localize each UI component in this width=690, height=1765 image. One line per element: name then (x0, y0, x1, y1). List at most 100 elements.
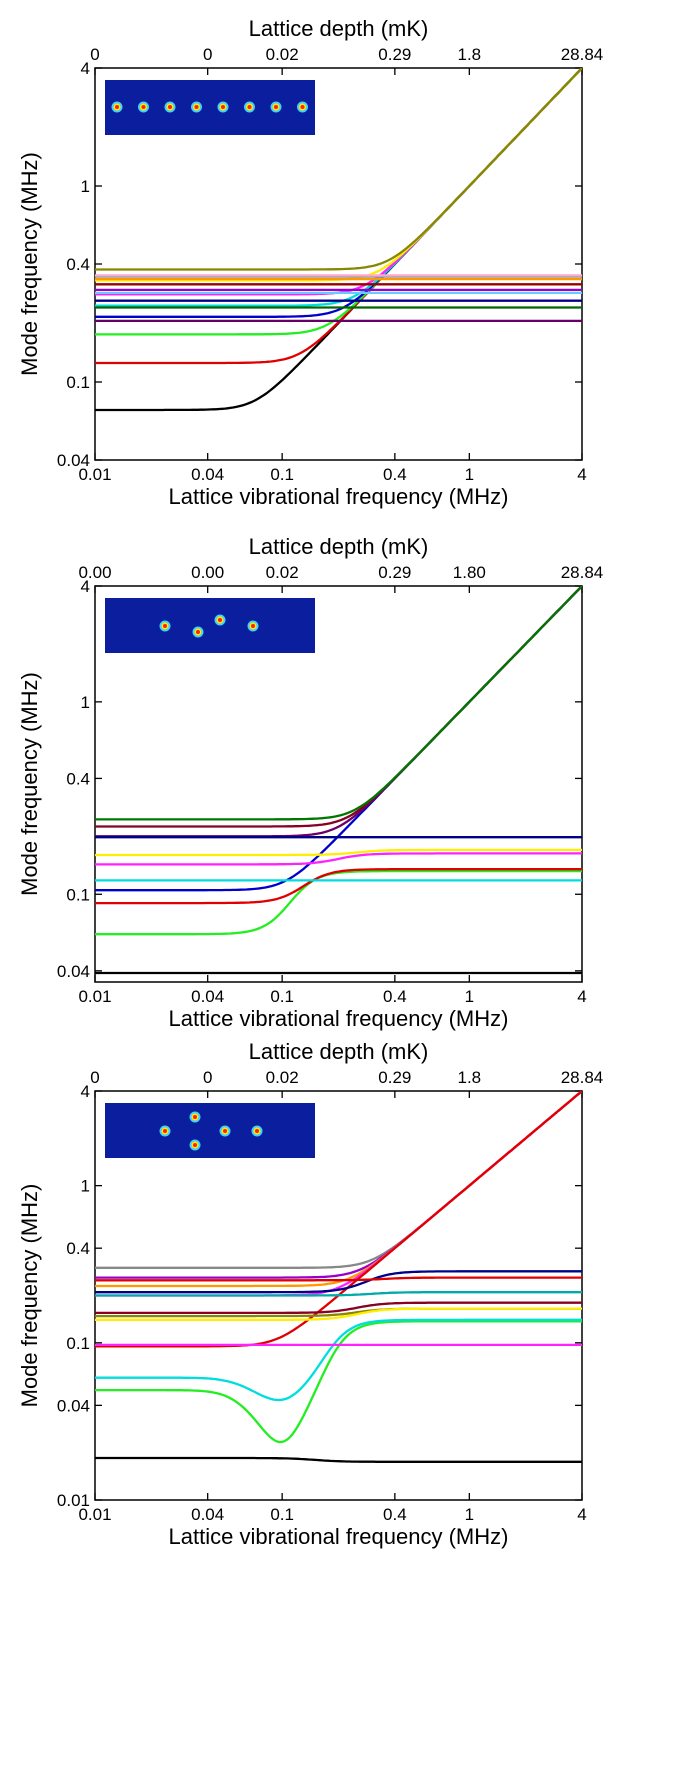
ion-spot-center (221, 105, 225, 109)
mode-curve-8 (95, 1291, 582, 1297)
ion-spot-center (193, 1143, 197, 1147)
top-tick-label: 0.00 (78, 563, 111, 582)
mode-curve-6 (95, 869, 582, 936)
y-tick-label: 0.4 (66, 255, 90, 274)
y-axis-label: Mode frequency (MHz) (17, 152, 42, 376)
series-lines (95, 68, 582, 412)
mode-curve-11 (95, 1307, 582, 1321)
x-tick-label: 0.04 (191, 987, 224, 1006)
mode-curve-4 (95, 586, 582, 821)
ion-spot-center (255, 1129, 259, 1133)
mode-curve-10 (95, 848, 582, 857)
y-tick-label: 4 (81, 577, 90, 596)
x-axis-label: Lattice vibrational frequency (MHz) (169, 1006, 509, 1031)
ion-spot-center (196, 630, 200, 634)
top-tick-label: 28.84 (561, 1068, 604, 1087)
ion-spot-center (247, 105, 252, 109)
top-tick-label: 0.02 (266, 45, 299, 64)
y-tick-label: 0.1 (66, 885, 90, 904)
mode-curve-15 (95, 1456, 582, 1463)
ion-inset-image (105, 598, 315, 653)
y-tick-label: 4 (81, 1082, 90, 1101)
series-lines (95, 586, 582, 975)
y-tick-label: 0.04 (57, 1396, 90, 1415)
top-tick-label: 28.84 (561, 45, 604, 64)
x-tick-label: 0.04 (191, 1505, 224, 1524)
x-tick-label: 0.4 (383, 987, 407, 1006)
x-tick-label: 4 (577, 1505, 586, 1524)
ion-inset-image (105, 80, 315, 135)
ion-inset-image (105, 1103, 315, 1158)
x-tick-label: 4 (577, 987, 586, 1006)
x-tick-label: 0.4 (383, 465, 407, 484)
top-tick-label: 0.02 (266, 563, 299, 582)
mode-curve-6 (95, 1270, 582, 1294)
x-tick-label: 0.4 (383, 1505, 407, 1524)
ion-spot-center (223, 1129, 227, 1133)
x-tick-label: 0.01 (78, 465, 111, 484)
top-tick-label: 0.29 (378, 1068, 411, 1087)
x-axis-label: Lattice vibrational frequency (MHz) (169, 1524, 509, 1549)
inset-background (105, 598, 315, 653)
top-axis-label: Lattice depth (mK) (249, 534, 429, 559)
ion-spot-center (141, 105, 146, 109)
x-tick-label: 0.01 (78, 987, 111, 1006)
top-tick-label: 1.80 (453, 563, 486, 582)
ion-spot-center (168, 105, 172, 109)
ion-spot-center (274, 105, 278, 109)
y-tick-label: 0.1 (66, 1334, 90, 1353)
mode-curve-13 (95, 1318, 582, 1402)
x-tick-label: 0.04 (191, 465, 224, 484)
ion-spot-center (194, 105, 199, 109)
y-tick-label: 0.04 (57, 962, 90, 981)
x-tick-label: 0.01 (78, 1505, 111, 1524)
x-tick-label: 0.1 (270, 987, 294, 1006)
top-axis-label: Lattice depth (mK) (249, 16, 429, 41)
chart-panel-1: 0.01 0.04 0.1 0.4 1 40 0 0.02 0.29 1.8 28.840.040.… (17, 16, 603, 509)
top-tick-label: 0.29 (378, 45, 411, 64)
x-tick-label: 1 (465, 987, 474, 1006)
y-tick-label: 0.1 (66, 373, 90, 392)
y-tick-label: 1 (81, 1177, 90, 1196)
chart-panel-2: 0.01 0.04 0.1 0.4 1 40.00 0.00 0.02 0.29 1.80 28.8… (17, 534, 603, 1031)
y-tick-label: 0.4 (66, 1239, 90, 1258)
top-tick-label: 1.8 (457, 1068, 481, 1087)
y-axis-label: Mode frequency (MHz) (17, 1184, 42, 1408)
ion-spot-center (193, 1115, 197, 1119)
x-tick-label: 4 (577, 465, 586, 484)
series-lines (95, 1091, 582, 1463)
y-tick-label: 0.01 (57, 1491, 90, 1510)
y-axis-label: Mode frequency (MHz) (17, 672, 42, 896)
top-tick-label: 0.00 (191, 563, 224, 582)
ion-spot-center (115, 105, 119, 109)
x-tick-label: 0.1 (270, 465, 294, 484)
x-tick-label: 0.1 (270, 1505, 294, 1524)
y-tick-label: 0.04 (57, 451, 90, 470)
x-axis-label: Lattice vibrational frequency (MHz) (169, 484, 509, 509)
mode-curve-9 (95, 852, 582, 866)
top-tick-label: 0.29 (378, 563, 411, 582)
plot-frame (94, 585, 583, 983)
top-tick-label: 0 (203, 1068, 212, 1087)
top-axis-label: Lattice depth (mK) (249, 1039, 429, 1064)
ion-spot-center (300, 105, 305, 109)
y-tick-label: 1 (81, 693, 90, 712)
top-tick-label: 0.02 (266, 1068, 299, 1087)
top-tick-label: 0 (90, 1068, 99, 1087)
top-tick-label: 0 (203, 45, 212, 64)
ion-spot-center (163, 1129, 167, 1133)
inset-background (105, 1103, 315, 1158)
x-tick-label: 1 (465, 1505, 474, 1524)
mode-curve-7 (95, 868, 582, 905)
mode-curve-12 (95, 1320, 582, 1444)
x-tick-label: 1 (465, 465, 474, 484)
chart-panel-3: 0.01 0.04 0.1 0.4 1 40 0 0.02 0.29 1.8 28.840.010.… (17, 1039, 603, 1549)
y-tick-label: 0.4 (66, 769, 90, 788)
inset-background (105, 80, 315, 135)
y-tick-label: 4 (81, 59, 90, 78)
top-tick-label: 1.8 (457, 45, 481, 64)
mode-curve-9 (95, 1301, 582, 1315)
ion-spot-center (163, 624, 167, 628)
ion-spot-center (251, 624, 255, 628)
